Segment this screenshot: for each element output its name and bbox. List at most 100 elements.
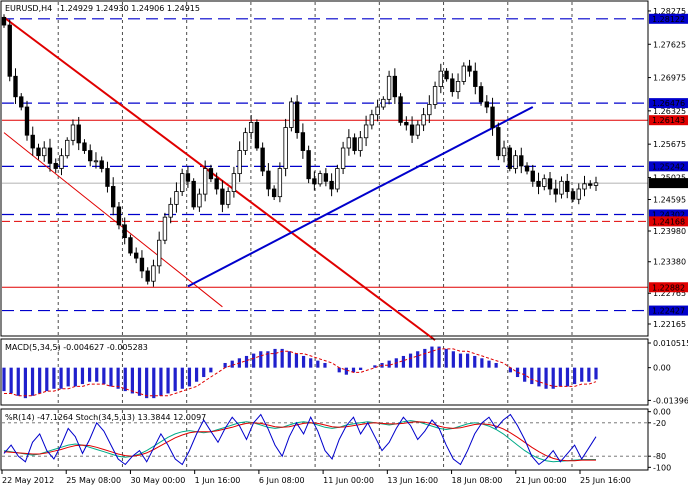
macd-histogram [2,346,598,399]
x-tick-label: 18 Jun 08:00 [452,476,503,485]
candle-body [450,78,455,93]
candle-body [530,170,535,182]
level-tag-label: 1.25242 [652,162,685,171]
candle-body [427,104,432,116]
price-tick-label: 1.25675 [653,140,686,149]
candle-body [415,124,421,136]
candle-body [519,155,524,167]
candle-body [88,150,93,162]
trendlines [3,16,534,341]
candle-body [375,106,380,116]
candle-body [174,191,179,205]
candle-body [358,137,363,151]
level-tags: 1.28122 1.26476 1.26143 1.25242 1.24915 1.243… [649,13,688,316]
candle-body [467,65,472,72]
candle-body [421,114,426,126]
level-tag [649,115,688,126]
candle-body [547,178,553,190]
price-tick-label: 1.28275 [653,7,686,16]
candle-body [254,121,260,149]
candle-body [36,147,41,157]
candle-body [24,106,30,136]
level-tag-label: 1.26143 [652,116,685,125]
candle-body [19,96,24,108]
macd-signal-line [4,348,597,397]
candle-body [214,178,219,190]
candle-body [65,139,70,157]
price-tick-label: 1.25025 [653,173,686,182]
price-tick-label: 1.23380 [653,258,686,267]
trendline [3,16,436,341]
candle-body [381,98,386,108]
level-tag-label: 1.22427 [652,307,685,316]
oscillator-grid [2,410,648,469]
level-tag [649,13,688,24]
macd-header: MACD(5,34,5) -0.004627 -0.005283 [5,343,148,352]
x-tick-label: 22 May 2012 [2,476,54,485]
stochastic-main-series [3,420,596,463]
candle-body [317,173,323,185]
candle-body [202,168,208,195]
level-tag [649,216,688,227]
level-tag-label: 1.22882 [652,283,685,292]
level-tag-label: 1.26476 [652,99,685,108]
level-tag-label: 1.24168 [652,217,685,226]
price-tick-label: 1.27625 [653,40,686,49]
candle-body [542,178,547,187]
oscillator-lines [3,413,597,466]
candle-body [340,147,346,169]
candle-body [30,134,35,149]
candle-body [461,65,466,82]
candle-body [237,150,242,175]
candle-body [386,75,392,100]
price-tick-label: 1.23980 [653,227,686,236]
williams-r-series [3,413,597,466]
candle-body [404,121,409,126]
candle-body [300,132,306,151]
candle-body [444,70,449,80]
time-axis: 22 May 2012 25 May 08:00 30 May 00:00 1 Jun… [1,470,631,485]
candle-body [7,24,12,77]
candle-body [128,237,133,254]
candle-body [185,173,191,182]
candle-body [323,173,329,182]
oscillator-axis: 0.00 -20 -80 -100 [647,408,671,472]
level-tag [649,305,688,316]
candle-body [438,70,443,87]
candle-body [220,188,225,205]
macd-grid [57,340,573,404]
candle-body [277,168,283,198]
x-tick-label: 6 Jun 08:00 [259,476,305,485]
candle-body [513,155,518,169]
candle-body [157,239,162,267]
candle-body [271,188,277,198]
price-pane[interactable]: EURUSD,H4 1.24929 1.24930 1.24906 1.2491… [0,0,649,341]
candle-body [99,160,104,169]
candle-body [559,180,564,195]
candle-body [352,137,357,151]
candle-body [145,270,150,282]
x-tick-label: 21 Jun 00:00 [516,476,567,485]
level-tag-label: 1.28122 [652,15,685,24]
candle-body [588,183,593,186]
candle-body [260,147,265,172]
candle-body [93,160,99,163]
macd-pane[interactable]: MACD(5,34,5) -0.004627 -0.005283 [0,338,649,406]
candle-body [76,124,81,144]
macd-signal-series [4,348,597,397]
candle-body [151,265,156,282]
candle-body [294,101,300,134]
ohlc-header: 1.24929 1.24930 1.24906 1.24915 [60,4,200,13]
candle-body [266,170,271,190]
candle-body [59,155,64,169]
level-tag [649,161,688,172]
candles [1,14,599,287]
candle-body [13,75,18,98]
candle-body [593,182,599,186]
candle-body [162,216,168,241]
candle-body [398,96,403,123]
candle-body [576,188,581,200]
candle-body [191,180,196,208]
macd-axis: 0.010515 0.00 -0.013964 [647,339,688,405]
